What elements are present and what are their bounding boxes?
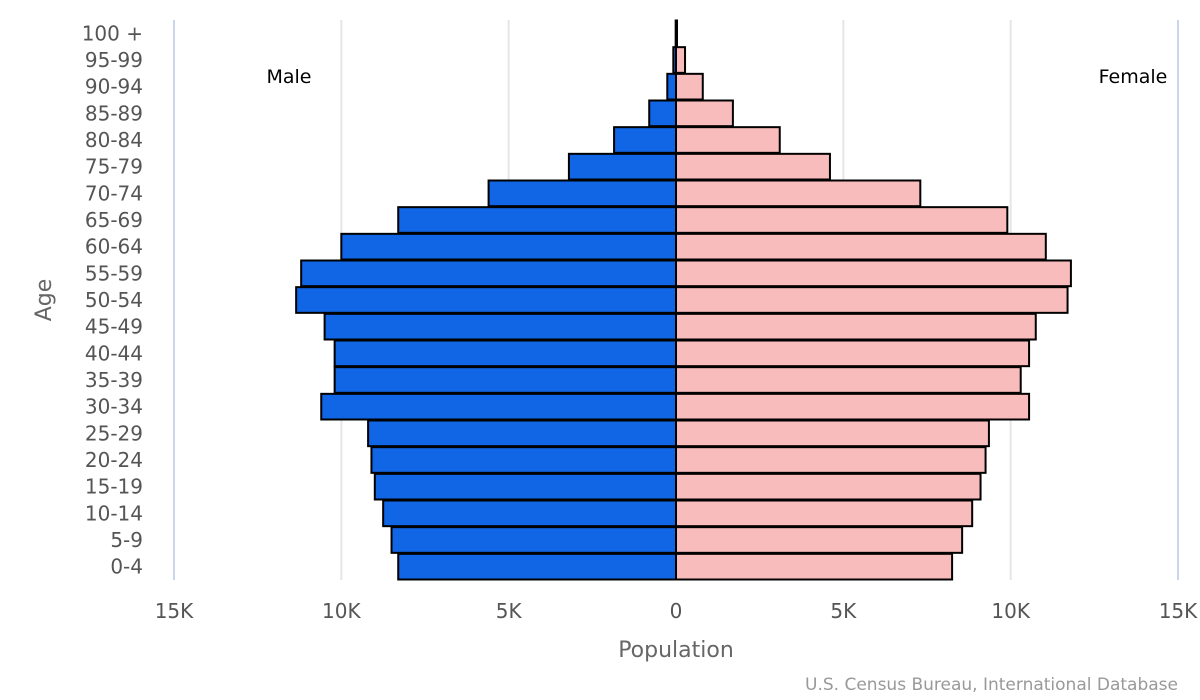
male-bar	[390, 526, 677, 554]
female-bar	[675, 126, 781, 154]
y-tick-label: 100 +	[82, 21, 143, 45]
female-bar	[675, 286, 1069, 314]
female-bar	[675, 179, 922, 208]
female-bar	[675, 46, 687, 74]
x-tick-label: 15K	[155, 599, 194, 623]
y-tick-label: 35-39	[85, 368, 143, 392]
y-tick-label: 60-64	[85, 235, 143, 259]
male-label: Male	[266, 66, 311, 88]
female-label: Female	[1099, 66, 1168, 88]
female-bar	[675, 339, 1031, 368]
x-tick-label: 5K	[830, 599, 857, 623]
male-bar	[373, 472, 677, 501]
female-bar	[675, 99, 734, 128]
y-tick-label: 55-59	[85, 261, 143, 285]
female-bar	[675, 259, 1072, 288]
x-tick-label: 10K	[991, 599, 1030, 623]
female-bar	[675, 392, 1031, 421]
female-bar	[675, 526, 964, 554]
male-bar	[295, 286, 677, 314]
y-axis-title: Age	[32, 279, 57, 322]
female-bar	[675, 552, 954, 581]
female-bar	[675, 206, 1009, 234]
y-tick-label: 15-19	[85, 475, 143, 499]
y-tick-label: 0-4	[110, 555, 143, 579]
y-tick-label: 5-9	[110, 528, 143, 552]
male-bar	[666, 72, 677, 101]
x-tick-label: 15K	[1159, 599, 1198, 623]
x-axis-tick-labels: 15K 10K 5K 0 5K 10K 15K	[155, 599, 1198, 623]
male-bar	[382, 499, 677, 528]
male-bar	[320, 392, 677, 421]
y-tick-label: 40-44	[85, 341, 143, 365]
female-bar	[675, 366, 1022, 394]
bars	[295, 19, 1072, 581]
male-bar	[397, 552, 677, 581]
y-tick-label: 75-79	[85, 155, 143, 179]
x-tick-label: 10K	[322, 599, 361, 623]
female-bar	[675, 499, 974, 528]
male-bar	[340, 232, 677, 261]
male-bar	[323, 312, 677, 341]
female-bar	[675, 312, 1037, 341]
y-tick-label: 95-99	[85, 48, 143, 72]
y-tick-label: 45-49	[85, 315, 143, 339]
y-tick-label: 65-69	[85, 208, 143, 232]
male-bar	[648, 99, 678, 128]
x-axis-title: Population	[618, 638, 734, 663]
y-tick-label: 10-14	[85, 501, 143, 525]
x-tick-label: 5K	[496, 599, 523, 623]
male-bar	[333, 366, 677, 394]
male-bar	[567, 152, 678, 181]
male-bar	[613, 126, 678, 154]
male-bar	[367, 419, 677, 448]
x-tick-label: 0	[670, 599, 683, 623]
male-bar	[370, 446, 677, 474]
y-tick-label: 25-29	[85, 421, 143, 445]
male-bar	[397, 206, 677, 234]
credit-text: U.S. Census Bureau, International Databa…	[805, 675, 1178, 695]
y-tick-label: 20-24	[85, 448, 143, 472]
female-bar	[675, 419, 990, 448]
female-bar	[675, 72, 704, 101]
y-tick-label: 50-54	[85, 288, 143, 312]
female-bar	[675, 232, 1047, 261]
y-tick-label: 70-74	[85, 181, 143, 205]
y-tick-label: 85-89	[85, 101, 143, 125]
female-bar	[675, 152, 831, 181]
y-tick-label: 90-94	[85, 75, 143, 99]
male-bar	[333, 339, 677, 368]
male-bar	[487, 179, 677, 208]
male-bar	[300, 259, 677, 288]
female-bar	[675, 472, 982, 501]
y-tick-label: 30-34	[85, 395, 143, 419]
y-tick-label: 80-84	[85, 128, 143, 152]
female-bar	[675, 446, 987, 474]
